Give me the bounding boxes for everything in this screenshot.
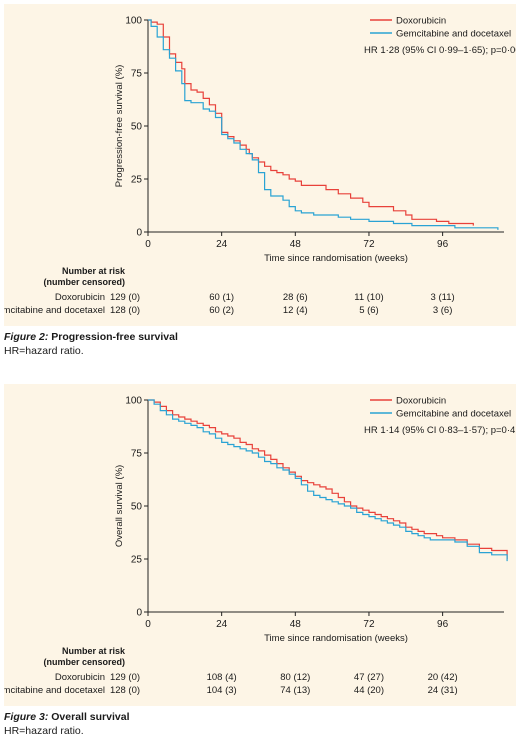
x-tick-label: 24 [216,619,228,630]
risk-table-subheader: (number censored) [43,657,125,667]
risk-table-cell: 5 (6) [359,305,379,316]
x-tick-label: 96 [437,239,449,250]
y-tick-label: 25 [131,555,143,566]
hazard-ratio-annotation: HR 1·14 (95% CI 0·83–1·57); p=0·41 [364,425,516,436]
x-tick-label: 24 [216,239,228,250]
x-tick-label: 48 [290,239,302,250]
figure-panel-os: 0 25 50 75 100 0 24 48 72 96 Overall survival (%) T… [4,384,516,706]
figure-3-note: HR=hazard ratio. [4,725,84,737]
y-tick-label: 0 [136,608,142,619]
risk-table-cell: 80 (12) [280,672,310,683]
figure-3-number: Figure 3: [4,711,49,723]
pfs-chart: 0 25 50 75 100 0 24 48 72 96 Progression-free surv… [4,16,516,317]
figure-2-title: Progression-free survival [51,331,178,343]
risk-table-cell: 128 (0) [110,685,140,696]
legend-label: Gemcitabine and docetaxel [396,409,511,420]
risk-table-cell: 12 (4) [283,305,308,316]
series-line-gemcitabine-docetaxel [148,399,508,562]
x-tick-label: 48 [290,619,302,630]
figure-3-title: Overall survival [51,711,130,723]
risk-table-cell: 129 (0) [110,292,140,303]
y-axis-label: Progression-free survival (%) [114,65,125,187]
risk-row-label: Doxorubicin [55,672,105,683]
risk-table-subheader: (number censored) [43,277,125,287]
series-line-doxorubicin [148,399,508,559]
risk-table-cell: 74 (13) [280,685,310,696]
figure-panel-pfs: 0 25 50 75 100 0 24 48 72 96 Progression-free surv… [4,4,516,326]
risk-table-cell: 3 (11) [431,292,455,303]
risk-table-cell: 104 (3) [207,685,237,696]
legend-label: Doxorubicin [396,16,446,27]
figure-3-caption: Figure 3: Overall survival HR=hazard rat… [4,710,129,738]
y-tick-label: 100 [125,16,142,27]
x-tick-label: 0 [145,239,151,250]
risk-table-cell: 11 (10) [354,292,383,303]
legend-label: Doxorubicin [396,396,446,407]
y-tick-label: 75 [131,449,143,460]
y-tick-label: 75 [131,69,143,80]
y-tick-label: 50 [131,502,143,513]
x-tick-label: 96 [437,619,449,630]
risk-table-cell: 128 (0) [110,305,140,316]
risk-table-header: Number at risk [62,266,126,276]
y-tick-label: 0 [136,228,142,239]
y-axis-label: Overall survival (%) [114,465,125,547]
figure-2-caption: Figure 2: Progression-free survival HR=h… [4,330,178,358]
x-axis-label: Time since randomisation (weeks) [264,253,408,264]
y-tick-label: 25 [131,175,143,186]
series-line-gemcitabine-docetaxel [148,19,499,230]
risk-table-cell: 28 (6) [283,292,308,303]
y-tick-label: 100 [125,396,142,407]
risk-table-cell: 108 (4) [207,672,237,683]
risk-row-label: Gemcitabine and docetaxel [4,305,105,316]
os-chart: 0 25 50 75 100 0 24 48 72 96 Overall survival (%) T… [4,396,516,697]
risk-table-cell: 47 (27) [354,672,384,683]
y-tick-label: 50 [131,122,143,133]
risk-row-label: Gemcitabine and docetaxel [4,685,105,696]
risk-table-header: Number at risk [62,646,126,656]
x-tick-label: 72 [363,239,375,250]
risk-table-cell: 44 (20) [354,685,384,696]
risk-table-cell: 60 (2) [209,305,234,316]
risk-table-cell: 24 (31) [428,685,458,696]
figure-2-number: Figure 2: [4,331,49,343]
risk-table-cell: 20 (42) [428,672,458,683]
x-axis-label: Time since randomisation (weeks) [264,633,408,644]
figure-2-note: HR=hazard ratio. [4,345,84,357]
x-tick-label: 0 [145,619,151,630]
risk-table-cell: 60 (1) [209,292,234,303]
legend-label: Gemcitabine and docetaxel [396,29,511,40]
risk-table-cell: 3 (6) [433,305,453,316]
hazard-ratio-annotation: HR 1·28 (95% CI 0·99–1·65); p=0·06 [364,45,516,56]
risk-row-label: Doxorubicin [55,292,105,303]
x-tick-label: 72 [363,619,375,630]
risk-table-cell: 129 (0) [110,672,140,683]
